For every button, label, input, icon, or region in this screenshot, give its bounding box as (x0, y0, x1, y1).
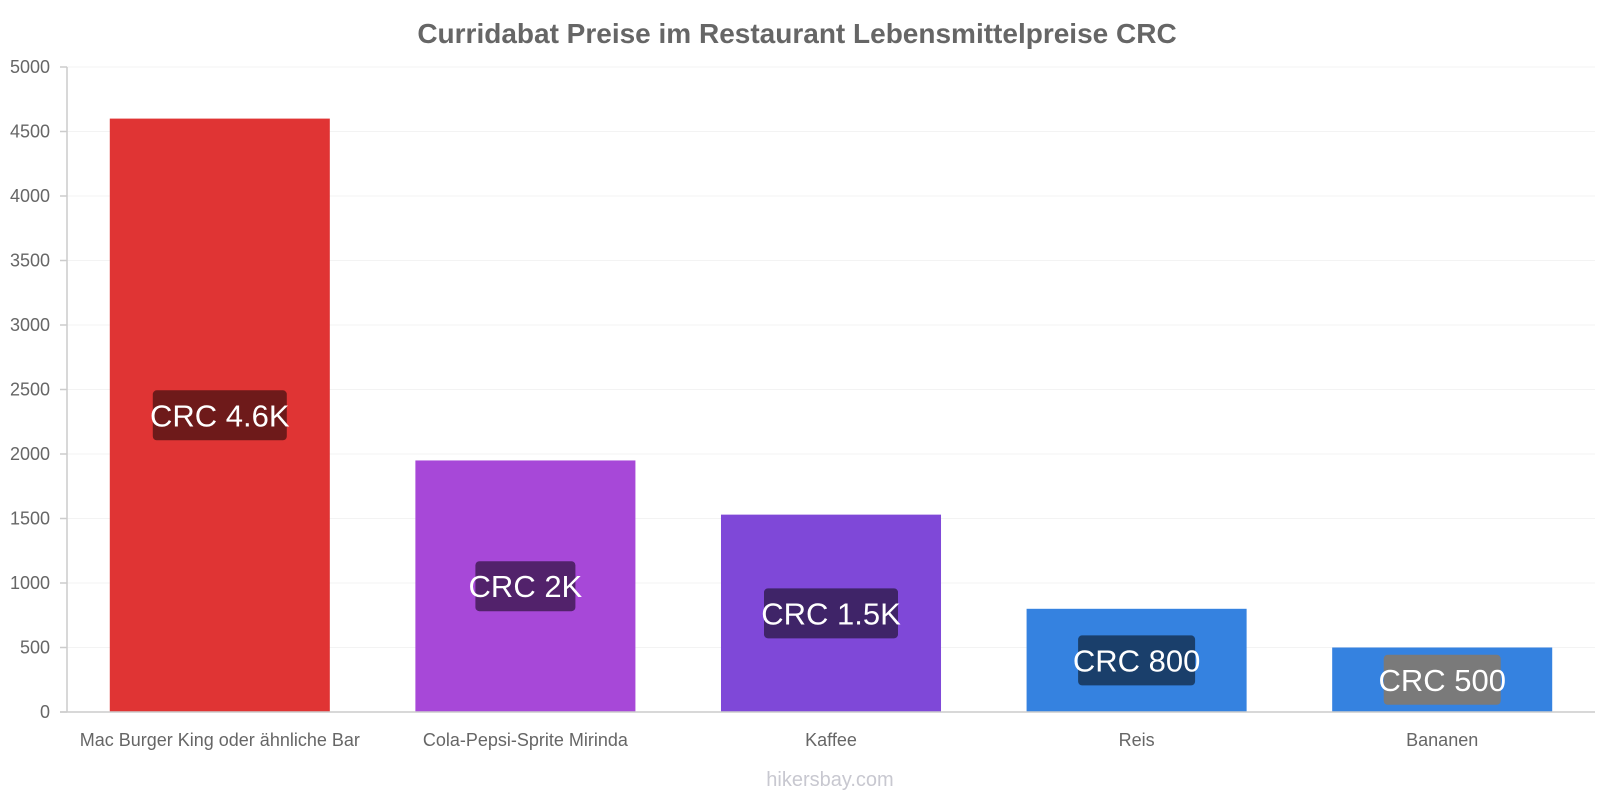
x-category-label: Mac Burger King oder ähnliche Bar (80, 730, 360, 750)
y-tick-label: 2000 (10, 444, 50, 464)
data-labels: CRC 4.6K CRC 2K CRC 1.5K CRC 800 CRC 500 (150, 390, 1506, 705)
data-label: CRC 2K (469, 569, 583, 604)
y-axis-ticks: 0 500 1000 1500 2000 2500 3000 3500 4000 4500 5000 (10, 57, 67, 722)
y-tick-label: 4500 (10, 122, 50, 142)
x-category-label: Cola-Pepsi-Sprite Mirinda (423, 730, 629, 750)
data-label: CRC 500 (1378, 663, 1506, 698)
data-label: CRC 800 (1073, 643, 1201, 678)
data-label: CRC 4.6K (150, 398, 290, 433)
x-category-label: Kaffee (805, 730, 857, 750)
data-label-background (475, 561, 576, 612)
y-tick-label: 1000 (10, 573, 50, 593)
x-axis-categories: Mac Burger King oder ähnliche Bar Cola-Pe… (80, 730, 1479, 750)
y-tick-label: 4000 (10, 186, 50, 206)
y-tick-label: 1500 (10, 509, 50, 529)
y-tick-label: 3000 (10, 315, 50, 335)
y-tick-label: 3500 (10, 251, 50, 271)
x-category-label: Bananen (1406, 730, 1478, 750)
y-tick-label: 0 (40, 702, 50, 722)
data-label: CRC 1.5K (761, 596, 901, 631)
y-tick-label: 2500 (10, 380, 50, 400)
y-tick-label: 500 (20, 638, 50, 658)
chart-title: Curridabat Preise im Restaurant Lebensmi… (417, 18, 1176, 49)
x-category-label: Reis (1119, 730, 1155, 750)
data-label-background (1383, 654, 1501, 705)
y-tick-label: 5000 (10, 57, 50, 77)
data-label-background (1078, 635, 1196, 686)
data-label-background (152, 390, 287, 441)
watermark: hikersbay.com (766, 769, 893, 791)
data-label-background (764, 588, 898, 639)
